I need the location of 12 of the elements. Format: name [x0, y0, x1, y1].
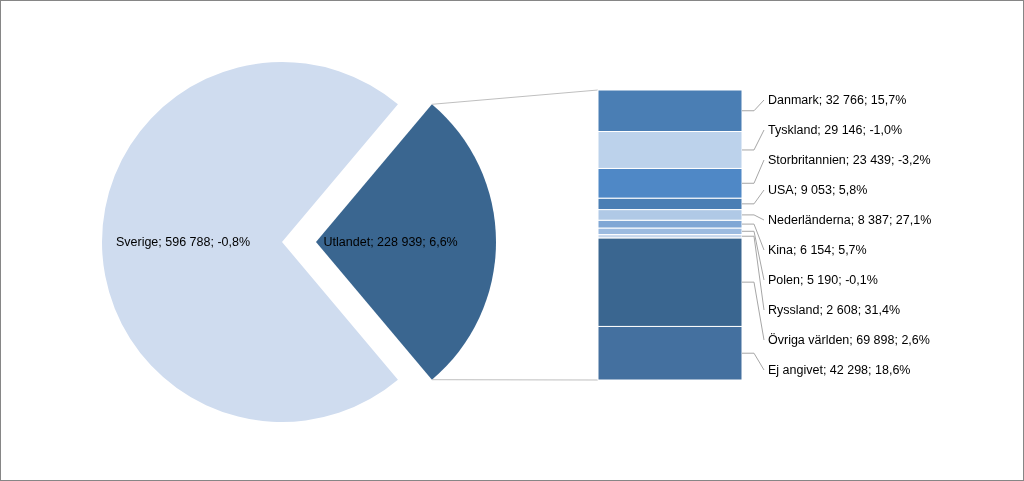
data-label: Polen; 5 190; -0,1%	[768, 273, 878, 288]
data-label: Ej angivet; 42 298; 18,6%	[768, 363, 911, 378]
data-label: Tyskland; 29 146; -1,0%	[768, 123, 903, 138]
data-label: Övriga världen; 69 898; 2,6%	[768, 333, 930, 348]
data-label: Storbritannien; 23 439; -3,2%	[768, 153, 931, 168]
data-label: Ryssland; 2 608; 31,4%	[768, 303, 901, 318]
slice-label: Sverige; 596 788; -0,8%	[115, 235, 251, 250]
data-label: Nederländerna; 8 387; 27,1%	[768, 213, 932, 228]
slice-label: Utlandet; 228 939; 6,6%	[323, 235, 458, 250]
data-label: Danmark; 32 766; 15,7%	[768, 93, 907, 108]
data-label: USA; 9 053; 5,8%	[768, 183, 868, 198]
data-label: Kina; 6 154; 5,7%	[768, 243, 867, 258]
